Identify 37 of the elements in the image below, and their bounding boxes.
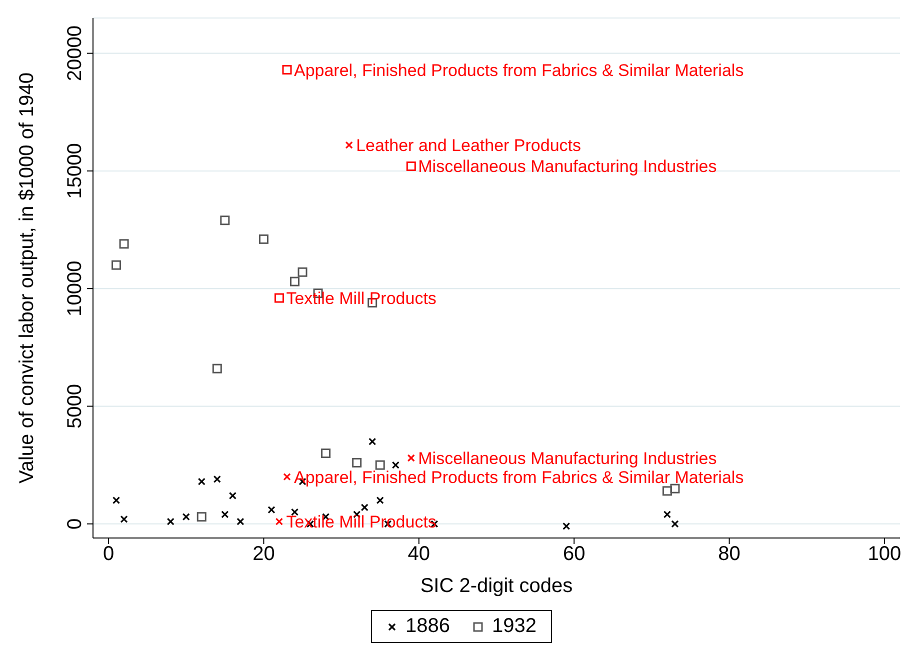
y-tick-label: 20000 <box>64 25 86 82</box>
x-axis-title: SIC 2-digit codes <box>420 575 573 597</box>
x-tick-label: 20 <box>252 543 275 566</box>
point <box>662 486 672 496</box>
point <box>670 484 680 494</box>
annotation: Miscellaneous Manufacturing Industries <box>418 449 717 468</box>
point <box>375 460 385 470</box>
point <box>274 293 284 303</box>
annotation: Textile Mill Products <box>286 289 436 308</box>
point <box>112 260 122 270</box>
annotation: Apparel, Finished Products from Fabrics & Similar Materials <box>294 468 744 487</box>
point <box>406 161 416 171</box>
annotation: Leather and Leather Products <box>356 136 582 156</box>
point <box>119 239 129 249</box>
point <box>352 458 362 468</box>
x-tick-label: 80 <box>718 543 740 566</box>
y-tick-label: 0 <box>64 518 86 530</box>
x-tick-label: 0 <box>102 543 114 566</box>
point <box>196 512 206 522</box>
x-tick-label: 100 <box>868 543 902 566</box>
point <box>290 276 300 286</box>
x-tick-label: 60 <box>562 543 586 566</box>
point <box>258 234 268 244</box>
annotation: Miscellaneous Manufacturing Industries <box>418 157 717 176</box>
point <box>282 65 292 75</box>
legend-label: 1886 <box>404 615 450 638</box>
y-tick-label: 10000 <box>64 260 86 316</box>
point <box>298 267 308 277</box>
y-axis-title: Value of convict labor output, in $1000 of 1940 <box>16 72 38 484</box>
point <box>321 448 331 458</box>
x-tick-label: 40 <box>408 543 430 566</box>
point <box>212 364 222 374</box>
y-tick-label: 5000 <box>64 384 86 428</box>
y-tick-label: 15000 <box>64 143 86 199</box>
legend-label: 1932 <box>491 615 536 638</box>
annotation: Apparel, Finished Products from Fabrics & Similar Materials <box>294 60 744 80</box>
point <box>220 216 230 226</box>
